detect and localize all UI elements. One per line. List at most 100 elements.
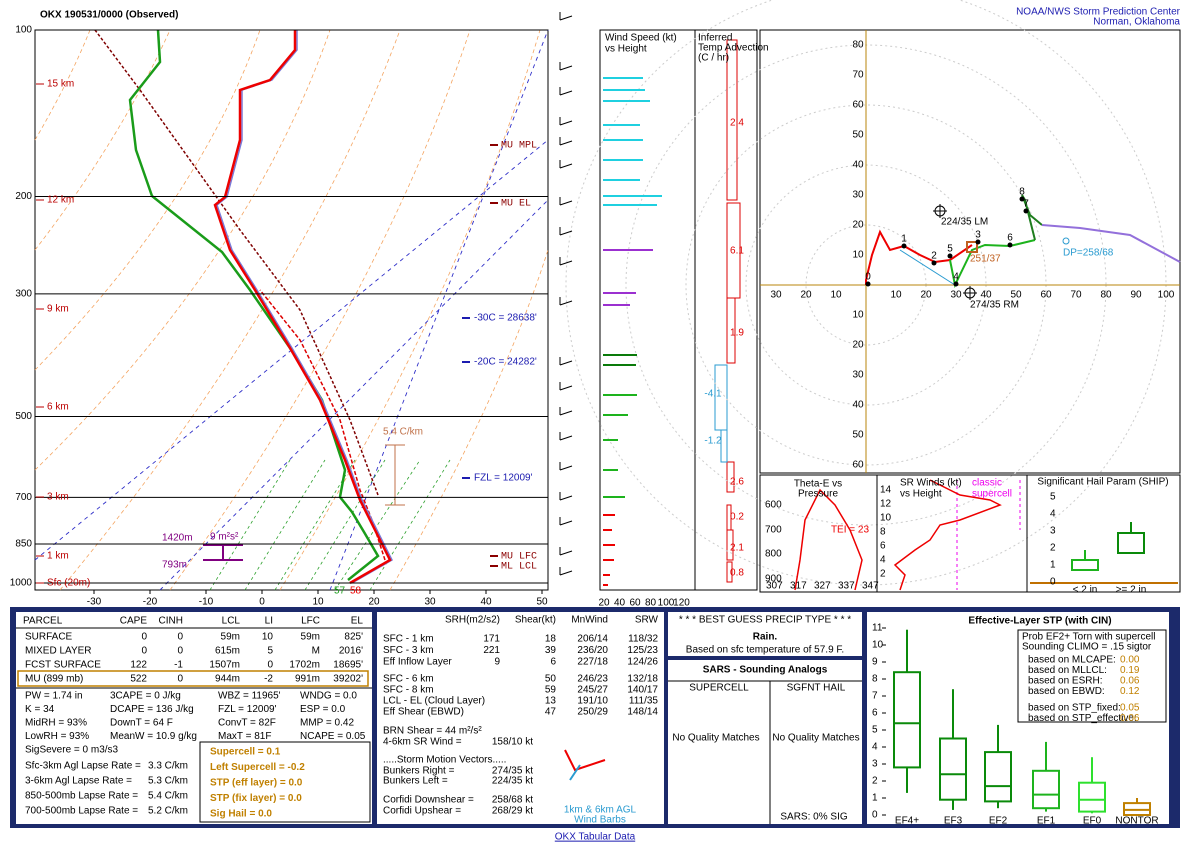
theta-tick: 307 bbox=[766, 581, 783, 592]
hodo-tick: 30 bbox=[852, 190, 864, 201]
kin-extra: 268/29 kt bbox=[492, 806, 533, 817]
temp-tick-label: 30 bbox=[424, 597, 436, 608]
ship-tick: 4 bbox=[1050, 509, 1056, 520]
surface-t: 58 bbox=[350, 586, 362, 597]
temp-tick-label: 50 bbox=[536, 597, 548, 608]
kin-cell: LCL - EL (Cloud Layer) bbox=[383, 696, 485, 707]
ship-frame bbox=[1026, 474, 1181, 593]
stp-tick: 8 bbox=[872, 674, 878, 685]
kin-cell: 9 bbox=[494, 657, 500, 668]
hodo-point bbox=[953, 281, 959, 287]
kin-cell: 191/10 bbox=[577, 696, 608, 707]
wind-barb bbox=[559, 140, 573, 146]
kin-cell: SFC - 8 km bbox=[383, 685, 434, 696]
advection-title: Inferred bbox=[698, 33, 732, 44]
wind-barb bbox=[559, 120, 573, 126]
index: SigSevere = 0 m3/s3 bbox=[25, 745, 119, 756]
hodo-point bbox=[947, 253, 953, 259]
kin-cell: SFC - 6 km bbox=[383, 674, 434, 685]
hodo-3-6km bbox=[949, 239, 1036, 289]
parcel-header: PARCEL bbox=[23, 616, 63, 627]
stp-box bbox=[1078, 781, 1106, 813]
hodo-tick: 80 bbox=[1100, 290, 1112, 301]
storm-motions bbox=[933, 204, 1070, 300]
stp-prob: 0.12 bbox=[1120, 686, 1140, 697]
eff-top: 1420m bbox=[162, 533, 193, 544]
stp-prob: 0.00 bbox=[1120, 655, 1140, 666]
hodo-0-3km bbox=[865, 229, 973, 285]
wind-barb bbox=[559, 163, 573, 169]
lapse-value: 3.3 C/km bbox=[148, 761, 188, 772]
parcel-cell: 0 bbox=[267, 660, 273, 671]
kin-extra: 274/35 kt bbox=[492, 766, 533, 777]
parcel-cell: 522 bbox=[130, 674, 147, 685]
advection-value: -1.2 bbox=[704, 436, 722, 447]
content: OKX 190531/0000 (Observed) NOAA/NWS Storm… bbox=[10, 7, 1181, 843]
parcel-header: EL bbox=[351, 616, 364, 627]
advection-value: 1.9 bbox=[730, 328, 744, 339]
mini-hodo bbox=[564, 749, 606, 781]
stp-tick: 3 bbox=[872, 759, 878, 770]
index: MeanW = 10.9 g/kg bbox=[110, 731, 197, 742]
hodo-tick: 50 bbox=[852, 130, 864, 141]
hodo-point bbox=[865, 281, 871, 287]
advection-value: -4.1 bbox=[704, 389, 722, 400]
wind-barb bbox=[559, 385, 573, 391]
kin-cell: 39 bbox=[545, 645, 557, 656]
parcel-header: LFC bbox=[301, 616, 320, 627]
advection-title: (C / hr) bbox=[698, 53, 729, 64]
composite: Sig Hail = 0.0 bbox=[210, 809, 272, 820]
sr-tick: 12 bbox=[880, 499, 892, 510]
stp-box bbox=[939, 737, 967, 801]
sars-title: SARS - Sounding Analogs bbox=[703, 665, 828, 676]
kin-cell: 59 bbox=[545, 685, 557, 696]
parcel-cell: 944m bbox=[215, 674, 240, 685]
wind-tick-label: 80 bbox=[645, 598, 657, 609]
sr-tick: 10 bbox=[880, 513, 892, 524]
shear-vector bbox=[899, 249, 956, 286]
parcel-cell: 59m bbox=[301, 632, 320, 643]
footer-link: OKX Tabular Data bbox=[555, 832, 636, 843]
hodo-tick: 60 bbox=[1040, 290, 1052, 301]
index: WNDG = 0.0 bbox=[300, 691, 357, 702]
advection-value: 2.6 bbox=[730, 477, 744, 488]
wind-tick-label: 20 bbox=[598, 598, 610, 609]
lapse-label: 700-500mb Lapse Rate = bbox=[25, 806, 138, 817]
hodo-tick: 10 bbox=[852, 310, 864, 321]
hodograph-frame bbox=[759, 29, 1181, 474]
ship-category: < 2 in bbox=[1073, 585, 1098, 596]
parcel-cell: M bbox=[312, 646, 320, 657]
index: MMP = 0.42 bbox=[300, 718, 354, 729]
parcel-cell: MIXED LAYER bbox=[25, 646, 92, 657]
temp-tick-label: -20 bbox=[143, 597, 158, 608]
kin-cell: 50 bbox=[545, 674, 557, 685]
kin-extra: Corfidi Upshear = bbox=[383, 806, 461, 817]
hodo-tick: 10 bbox=[852, 250, 864, 261]
wind-barb bbox=[559, 465, 573, 471]
stp-legend bbox=[1017, 629, 1167, 723]
kin-cell: 18 bbox=[545, 634, 557, 645]
sr-tick: 14 bbox=[880, 485, 892, 496]
height-label: 15 km bbox=[47, 79, 74, 90]
stp-category: NONTOR bbox=[1115, 816, 1158, 827]
parcel-cell: 10 bbox=[262, 632, 274, 643]
temp-tick-label: 20 bbox=[368, 597, 380, 608]
hodo-tick: 30 bbox=[852, 370, 864, 381]
parcel-trace bbox=[94, 29, 379, 496]
kin-extra: 158/10 kt bbox=[492, 737, 533, 748]
precip-title: * * * BEST GUESS PRECIP TYPE * * * bbox=[679, 615, 851, 626]
index: FZL = 12009' bbox=[218, 704, 277, 715]
hodo-tick: 80 bbox=[852, 40, 864, 51]
advection-value: 2.1 bbox=[730, 543, 744, 554]
stp-prob: 0.06 bbox=[1120, 676, 1140, 687]
kin-cell: 171 bbox=[483, 634, 500, 645]
hodo-point-label: 3 bbox=[975, 230, 981, 241]
hodo-tick: 50 bbox=[852, 430, 864, 441]
stp-category: EF0 bbox=[1083, 816, 1102, 827]
index: DCAPE = 136 J/kg bbox=[110, 704, 194, 715]
wind-barb bbox=[559, 15, 573, 21]
hodo-point-label: 6 bbox=[1007, 233, 1013, 244]
kin-cell: 245/27 bbox=[577, 685, 608, 696]
hodo-6-9km bbox=[1021, 194, 1043, 241]
